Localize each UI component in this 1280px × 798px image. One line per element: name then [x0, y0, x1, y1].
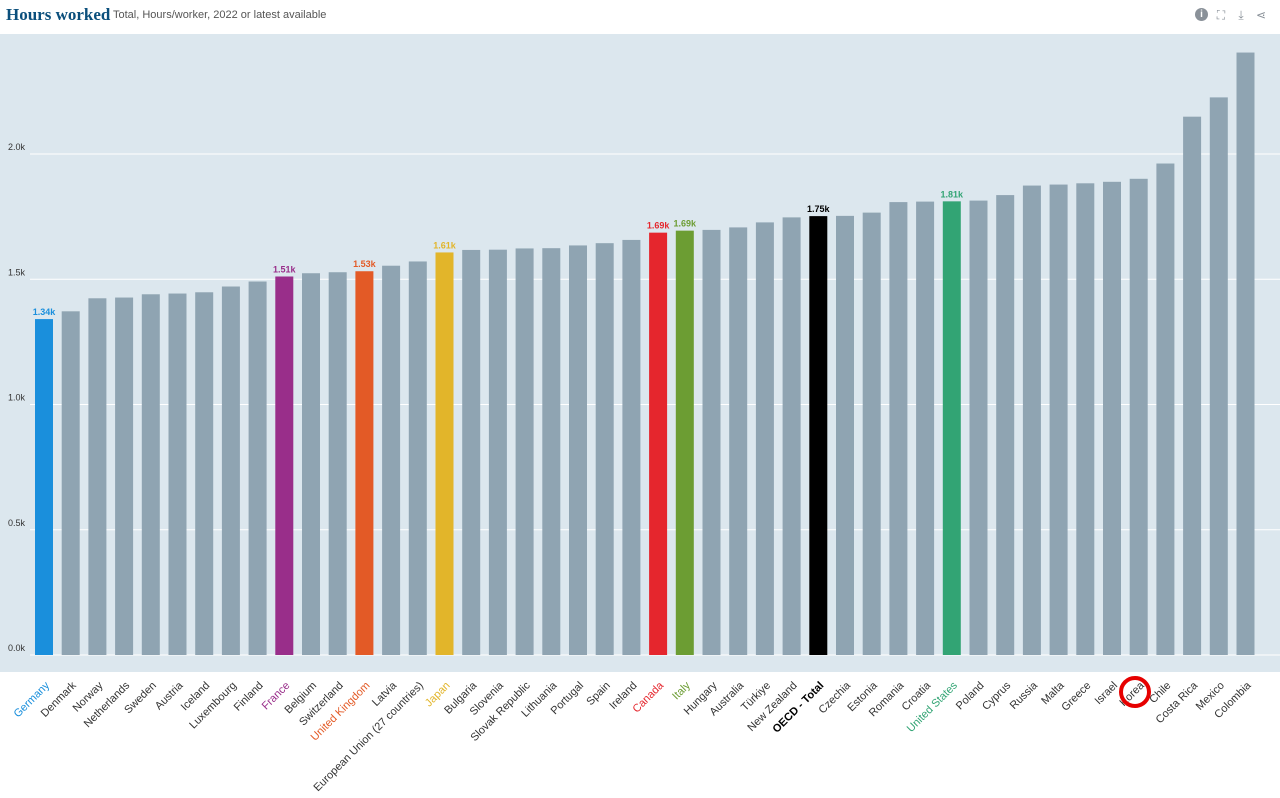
bar [862, 212, 881, 655]
bar [622, 239, 641, 655]
data-label: 1.69k [674, 219, 698, 229]
bar [942, 201, 961, 656]
data-label: 1.69k [647, 221, 671, 231]
bar [569, 245, 587, 655]
bar-chart: 0.0k0.5k1.0k1.5k2.0k1.34kGermanyDenmarkN… [0, 34, 1280, 794]
x-tick-label: Poland [954, 680, 987, 713]
bar [141, 294, 160, 655]
data-label: 1.75k [807, 204, 831, 214]
bar [889, 202, 908, 655]
x-tick-label: Israel [1093, 680, 1121, 708]
bar [328, 272, 347, 655]
data-label: 1.34k [33, 307, 57, 317]
chart-subtitle: Total, Hours/worker, 2022 or latest avai… [113, 9, 327, 21]
bar [1076, 183, 1095, 655]
bar [488, 249, 507, 656]
chart-title: Hours worked [6, 5, 111, 24]
x-tick-label: Finland [232, 680, 266, 714]
bar [1103, 181, 1121, 656]
bar [542, 248, 561, 656]
bar [755, 222, 774, 655]
bar [1156, 163, 1175, 656]
bar [1183, 116, 1202, 656]
bar [35, 319, 53, 655]
fullscreen-icon[interactable]: ⛶ [1216, 8, 1226, 22]
bar [61, 311, 80, 655]
x-tick-label: Cyprus [980, 679, 1013, 712]
bar [1022, 185, 1041, 656]
bar [462, 249, 481, 655]
bar [1209, 97, 1228, 655]
data-label: 1.61k [433, 240, 457, 250]
bar [515, 248, 534, 655]
share-icon[interactable]: ⋖ [1255, 8, 1267, 22]
x-tick-label: Italy [670, 679, 693, 702]
bar [782, 217, 801, 655]
bar [836, 215, 854, 655]
y-tick-label: 1.5k [8, 267, 26, 277]
bar [675, 230, 694, 655]
bar [221, 286, 240, 655]
bar [275, 276, 294, 655]
data-label: 1.53k [353, 259, 377, 269]
bar [649, 232, 668, 656]
x-tick-label: Russia [1008, 679, 1041, 712]
bar [702, 229, 721, 656]
bar [595, 243, 614, 656]
bar [996, 195, 1015, 655]
bar [1236, 52, 1255, 656]
bar [195, 292, 214, 655]
bar [1049, 184, 1068, 655]
data-label: 1.81k [941, 189, 965, 199]
download-icon[interactable]: ⤓ [1238, 8, 1244, 22]
bar [88, 298, 107, 655]
bar [1129, 178, 1148, 655]
bar [355, 271, 374, 655]
x-tick-label: Canada [630, 679, 666, 715]
data-label: 1.51k [273, 264, 297, 274]
bar [302, 273, 320, 655]
bar [916, 201, 935, 655]
y-tick-label: 0.0k [8, 643, 26, 653]
bar [969, 200, 988, 655]
x-tick-label: Greece [1059, 680, 1093, 714]
bar [248, 281, 267, 655]
chart-toolbar: i ⛶ ⤓ ⋖ [1195, 8, 1268, 22]
bar [168, 293, 187, 655]
bar [729, 227, 748, 656]
bar [408, 261, 427, 655]
bar [435, 252, 454, 655]
y-tick-label: 0.5k [8, 518, 26, 528]
bar [809, 216, 828, 655]
info-icon[interactable]: i [1195, 8, 1208, 21]
y-tick-label: 1.0k [8, 393, 26, 403]
bar [382, 265, 401, 655]
bar [115, 297, 134, 655]
y-tick-label: 2.0k [8, 142, 26, 152]
x-tick-label: Korea [1118, 679, 1148, 709]
chart-header: Hours worked Total, Hours/worker, 2022 o… [0, 0, 1280, 34]
